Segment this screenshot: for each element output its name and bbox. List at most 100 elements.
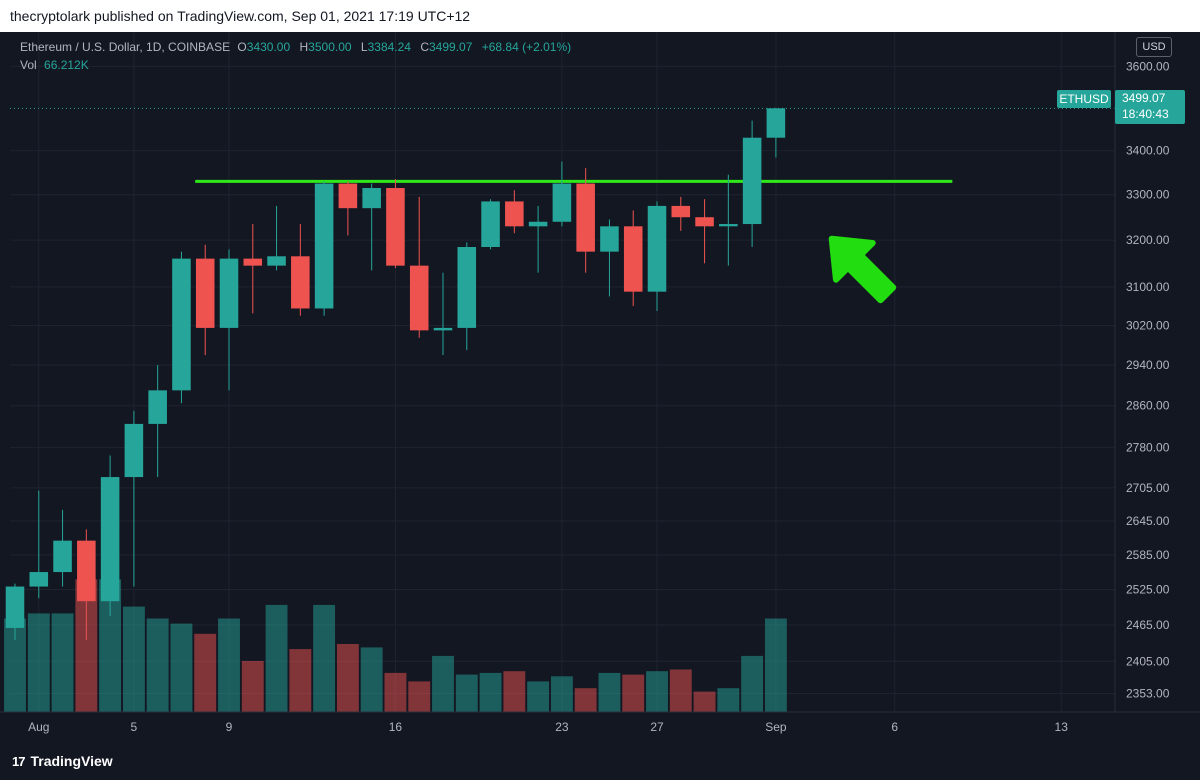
candle-body [505, 201, 524, 227]
candle-body [148, 390, 167, 424]
volume-bar [432, 655, 454, 712]
volume-bar [479, 672, 502, 712]
candle-body [457, 247, 477, 328]
volume-bar [574, 688, 597, 712]
candle-body [766, 108, 786, 138]
volume-bar [764, 618, 787, 712]
volume-bar [194, 633, 217, 712]
legend-close-value: 3499.07 [429, 40, 473, 54]
candle-body [243, 258, 263, 266]
candle-body [172, 258, 191, 391]
y-tick-label: 3100.00 [1126, 280, 1170, 294]
volume-bar [170, 623, 193, 712]
candle-body [314, 183, 334, 309]
published-header: thecryptolark published on TradingView.c… [0, 0, 1200, 32]
x-tick-label: 9 [226, 720, 233, 734]
volume-bar [336, 644, 359, 712]
tradingview-logo[interactable]: 17 TradingView [12, 752, 113, 770]
volume-bar [51, 613, 74, 712]
legend-vol-value: 66.212K [44, 58, 89, 72]
y-tick-label: 3200.00 [1126, 233, 1170, 247]
price-axis [1115, 32, 1200, 742]
volume-bar [527, 681, 550, 712]
candle-body [219, 258, 239, 328]
y-tick-label: 2780.00 [1126, 441, 1170, 455]
candle-body [195, 258, 215, 328]
tradingview-logo-icon: 17 [12, 753, 26, 769]
candle-body [267, 256, 286, 266]
arrow-shape [828, 235, 897, 304]
candle-body [100, 477, 120, 602]
volume-bar [693, 691, 716, 712]
x-tick-label: Sep [765, 720, 787, 734]
x-tick-label: 23 [555, 720, 569, 734]
legend-change-value: +68.84 (+2.01%) [481, 40, 572, 54]
candle-body [386, 188, 405, 266]
y-tick-label: 2860.00 [1126, 399, 1170, 413]
legend-open-value: 3430.00 [246, 40, 291, 54]
y-tick-label: 2465.00 [1126, 618, 1170, 632]
symbol-legend: Ethereum / U.S. Dollar, 1D, COINBASE O34… [20, 38, 571, 74]
candle-body [362, 188, 381, 209]
legend-low-label: L [360, 40, 368, 54]
volume-bar [646, 671, 668, 712]
volume-bar [241, 661, 264, 712]
tradingview-brand: TradingView [30, 753, 113, 769]
y-tick-label: 3020.00 [1126, 318, 1170, 332]
candle-body [291, 256, 310, 309]
legend-ohlc-row: Ethereum / U.S. Dollar, 1D, COINBASE O34… [20, 38, 571, 56]
currency-button[interactable]: USD [1136, 37, 1172, 57]
legend-high-label: H [299, 40, 309, 54]
candle-body [576, 183, 595, 252]
candle-body [124, 423, 144, 478]
volume-bar [99, 579, 122, 712]
volume-bar [669, 669, 692, 712]
bar-countdown: 18:40:43 [1122, 107, 1169, 121]
candle-body [29, 572, 49, 587]
volume-bar [289, 649, 312, 712]
volume-bar [360, 647, 383, 712]
candle-body [338, 183, 358, 209]
y-tick-label: 3300.00 [1126, 188, 1170, 202]
last-price-label: 3499.07 18:40:43 [1115, 90, 1185, 124]
candlestick-chart[interactable]: 3600.00 3400.00 3300.00 3200.00 3100.00 3020.… [0, 32, 1200, 742]
x-tick-label: 27 [650, 720, 664, 734]
candle-body [647, 205, 667, 292]
x-tick-label: 5 [131, 720, 138, 734]
candle-body [53, 540, 72, 573]
volume-bar [622, 674, 645, 712]
legend-symbol: Ethereum / U.S. Dollar, 1D, COINBASE [20, 40, 231, 54]
legend-volume-row: Vol 66.212K [20, 56, 571, 74]
y-tick-label: 2525.00 [1126, 582, 1170, 596]
footer-bar: 17 TradingView [0, 742, 1200, 780]
candle-body [695, 217, 714, 227]
candle-body [742, 137, 762, 225]
candle-body [409, 265, 429, 331]
x-tick-label: 13 [1055, 720, 1069, 734]
volume-bar [503, 671, 526, 712]
candle-body [77, 540, 96, 602]
chart-frame[interactable]: 3600.00 3400.00 3300.00 3200.00 3100.00 3020.… [0, 32, 1200, 742]
volume-bar [265, 604, 288, 712]
volume-bar [741, 655, 764, 712]
last-price-value: 3499.07 [1122, 91, 1166, 105]
volume-bar [122, 606, 145, 712]
x-tick-label: 6 [891, 720, 898, 734]
volume-bar [218, 618, 240, 712]
legend-open-label: O [237, 40, 247, 54]
volume-bar [146, 618, 169, 712]
y-tick-label: 3600.00 [1126, 59, 1170, 73]
candle-body [552, 183, 572, 222]
ticker-label: ETHUSD [1057, 90, 1111, 108]
candle-body [481, 201, 500, 248]
y-tick-label: 2645.00 [1126, 514, 1170, 528]
volume-bar [27, 613, 50, 712]
y-tick-label: 2353.00 [1126, 687, 1170, 701]
volume-bar [4, 618, 26, 712]
volume-bar [408, 681, 431, 712]
volume-bar [313, 604, 336, 712]
candle-body [600, 226, 619, 252]
volume-bar [717, 688, 740, 712]
volume-bar [550, 676, 573, 712]
volume-bar [598, 672, 621, 712]
